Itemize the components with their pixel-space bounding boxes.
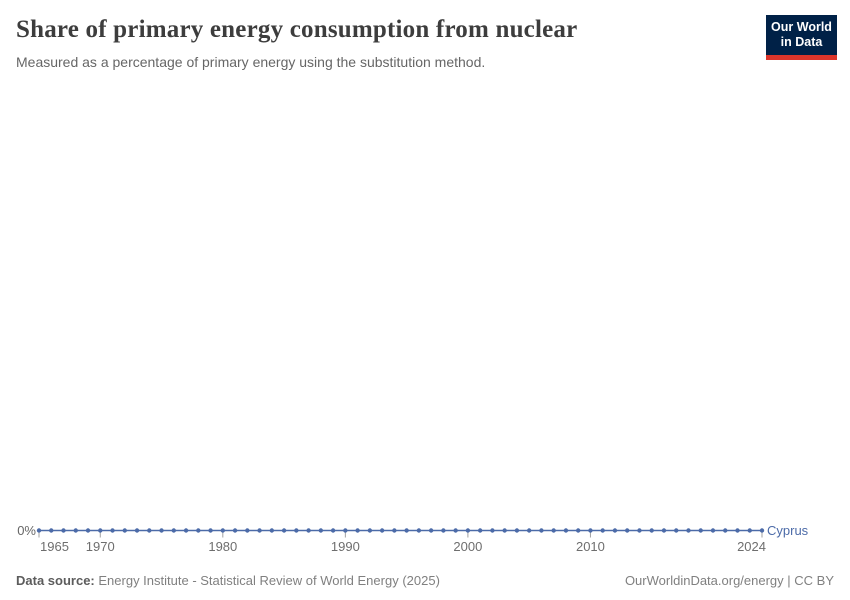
data-point[interactable] bbox=[171, 528, 176, 533]
data-point[interactable] bbox=[441, 528, 446, 533]
data-point[interactable] bbox=[134, 528, 140, 533]
chart-header: Share of primary energy consumption from… bbox=[0, 0, 850, 70]
data-point[interactable] bbox=[281, 528, 287, 533]
data-point[interactable] bbox=[355, 528, 360, 533]
data-point[interactable] bbox=[674, 528, 679, 533]
x-axis-tick-label: 1965 bbox=[40, 539, 69, 554]
data-point[interactable] bbox=[404, 528, 409, 533]
x-axis-tick-label: 1990 bbox=[331, 539, 360, 554]
chart-footer: Data source: Energy Institute - Statisti… bbox=[16, 573, 834, 588]
data-point[interactable] bbox=[392, 528, 397, 533]
x-axis-tick-label: 1970 bbox=[86, 539, 115, 554]
y-axis-zero-label: 0% bbox=[17, 523, 36, 538]
series-entity-label[interactable]: Cyprus bbox=[767, 523, 809, 538]
data-point[interactable] bbox=[330, 528, 336, 533]
data-point[interactable] bbox=[637, 528, 642, 533]
data-point[interactable] bbox=[588, 528, 593, 533]
owid-logo-box: Our World in Data bbox=[766, 15, 837, 55]
data-point[interactable] bbox=[269, 528, 275, 533]
data-point[interactable] bbox=[649, 528, 654, 533]
logo-text-line2: in Data bbox=[780, 35, 823, 49]
license-link[interactable]: OurWorldinData.org/energy | CC BY bbox=[624, 573, 834, 588]
data-point[interactable] bbox=[416, 528, 422, 533]
data-point[interactable] bbox=[490, 528, 495, 533]
data-point[interactable] bbox=[110, 528, 115, 533]
data-point[interactable] bbox=[343, 528, 348, 533]
data-point[interactable] bbox=[661, 528, 667, 533]
data-point[interactable] bbox=[428, 528, 434, 533]
data-point[interactable] bbox=[625, 528, 630, 533]
data-point[interactable] bbox=[453, 528, 458, 533]
chart-title: Share of primary energy consumption from… bbox=[16, 16, 578, 43]
data-point[interactable] bbox=[306, 528, 311, 533]
x-axis-tick-label: 2010 bbox=[576, 539, 605, 554]
x-axis-tick-label: 2024 bbox=[737, 539, 766, 554]
x-axis-tick-label: 2000 bbox=[453, 539, 482, 554]
data-point[interactable] bbox=[98, 528, 103, 533]
title-block: Share of primary energy consumption from… bbox=[16, 15, 577, 70]
data-point[interactable] bbox=[723, 528, 728, 533]
data-point[interactable] bbox=[575, 528, 581, 533]
data-point[interactable] bbox=[735, 528, 740, 533]
chart-subtitle: Measured as a percentage of primary ener… bbox=[16, 54, 486, 70]
data-point[interactable] bbox=[245, 528, 250, 533]
data-point[interactable] bbox=[747, 528, 752, 533]
data-point[interactable] bbox=[551, 528, 556, 533]
x-axis-tick-label: 1980 bbox=[208, 539, 237, 554]
data-point[interactable] bbox=[232, 528, 238, 533]
data-point[interactable] bbox=[600, 528, 605, 533]
data-point[interactable] bbox=[36, 528, 42, 533]
data-point[interactable] bbox=[61, 528, 66, 533]
data-source: Data source: Energy Institute - Statisti… bbox=[16, 573, 440, 588]
data-point[interactable] bbox=[514, 528, 520, 533]
data-point[interactable] bbox=[698, 528, 703, 533]
data-point[interactable] bbox=[183, 528, 189, 533]
data-point[interactable] bbox=[147, 528, 152, 533]
data-point[interactable] bbox=[686, 528, 691, 533]
data-point[interactable] bbox=[257, 528, 262, 533]
data-point[interactable] bbox=[85, 528, 91, 533]
data-point[interactable] bbox=[122, 528, 127, 533]
data-point[interactable] bbox=[710, 528, 716, 533]
data-point[interactable] bbox=[208, 528, 213, 533]
data-point[interactable] bbox=[318, 528, 324, 533]
data-point[interactable] bbox=[563, 528, 569, 533]
data-point[interactable] bbox=[294, 528, 299, 533]
data-point[interactable] bbox=[379, 528, 385, 533]
data-point[interactable] bbox=[196, 528, 201, 533]
data-point[interactable] bbox=[367, 528, 373, 533]
data-point[interactable] bbox=[465, 528, 471, 533]
data-point[interactable] bbox=[49, 528, 54, 533]
data-point[interactable] bbox=[502, 528, 507, 533]
data-point[interactable] bbox=[159, 528, 164, 533]
data-point[interactable] bbox=[73, 528, 78, 533]
logo-text-line1: Our World bbox=[771, 20, 832, 34]
owid-logo: Our World in Data bbox=[766, 15, 837, 60]
data-point[interactable] bbox=[759, 528, 765, 533]
data-source-value[interactable]: Energy Institute - Statistical Review of… bbox=[98, 573, 440, 588]
logo-red-bar bbox=[766, 55, 837, 60]
data-point[interactable] bbox=[612, 528, 618, 533]
data-point[interactable] bbox=[477, 528, 483, 533]
data-source-label: Data source: bbox=[16, 573, 99, 588]
data-point[interactable] bbox=[220, 528, 226, 533]
data-point[interactable] bbox=[539, 528, 544, 533]
data-point[interactable] bbox=[526, 528, 532, 533]
